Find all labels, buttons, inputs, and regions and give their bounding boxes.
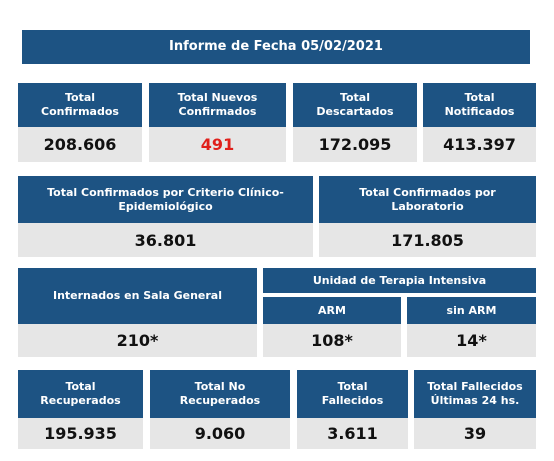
fallecidos-24hs-label: Total Fallecidos Últimas 24 hs. [414,370,536,418]
confirmados-criterio-clinico-value: 36.801 [18,223,313,257]
internados-sala-general-label: Internados en Sala General [18,268,257,324]
total-nuevos-confirmados-label: Total Nuevos Confirmados [149,83,286,127]
internados-sala-general-value: 210* [18,324,257,357]
confirmados-laboratorio-label: Total Confirmados por Laboratorio [319,176,536,223]
total-recuperados-label: Total Recuperados [18,370,143,418]
confirmados-criterio-clinico-label: Total Confirmados por Criterio Clínico- … [18,176,313,223]
sin-arm-value: 14* [407,324,536,357]
sin-arm-label: sin ARM [407,297,536,324]
total-no-recuperados-value: 9.060 [150,418,290,449]
arm-value: 108* [263,324,401,357]
total-no-recuperados-label: Total No Recuperados [150,370,290,418]
total-nuevos-confirmados-value: 491 [149,127,286,162]
arm-label: ARM [263,297,401,324]
total-confirmados-value: 208.606 [18,127,142,162]
total-notificados-label: Total Notificados [423,83,536,127]
report-title: Informe de Fecha 05/02/2021 [22,30,530,64]
uti-label: Unidad de Terapia Intensiva [263,268,536,293]
total-descartados-value: 172.095 [293,127,417,162]
total-confirmados-label: Total Confirmados [18,83,142,127]
confirmados-laboratorio-value: 171.805 [319,223,536,257]
fallecidos-24hs-value: 39 [414,418,536,449]
total-fallecidos-label: Total Fallecidos [297,370,408,418]
total-fallecidos-value: 3.611 [297,418,408,449]
total-descartados-label: Total Descartados [293,83,417,127]
total-notificados-value: 413.397 [423,127,536,162]
total-recuperados-value: 195.935 [18,418,143,449]
